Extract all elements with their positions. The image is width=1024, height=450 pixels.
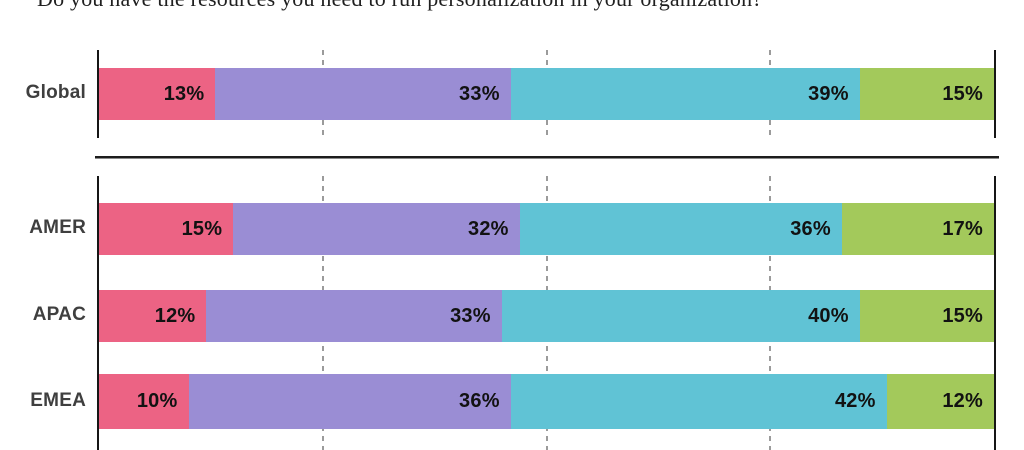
chart-title: Do you have the resources you need to ru… (37, 0, 1017, 10)
plot-area-regions: 15% 32% 36% 17% 12% 33% 40% 15% 10% 36% 42% 12% (97, 176, 996, 450)
bar-segment-green: 15% (859, 68, 994, 120)
bar-segment-pink: 10% (99, 374, 189, 429)
bar-segment-purple: 36% (188, 374, 511, 429)
plot-area-global: 13% 33% 39% 15% (97, 50, 996, 138)
segment-value-label: 13% (163, 82, 205, 105)
segment-value-label: 36% (790, 217, 831, 240)
bar-segment-teal: 39% (510, 68, 860, 120)
bar-segment-purple: 32% (233, 203, 520, 255)
section-divider (95, 156, 999, 159)
row-label-amer: AMER (29, 217, 86, 238)
segment-value-label: 15% (942, 82, 983, 105)
bar-segment-teal: 36% (519, 203, 842, 255)
segment-value-label: 12% (154, 304, 196, 327)
bar-segment-pink: 12% (99, 290, 207, 342)
bar-segment-purple: 33% (215, 68, 511, 120)
bar-segment-pink: 13% (99, 68, 216, 120)
segment-value-label: 42% (834, 390, 876, 412)
segment-value-label: 17% (942, 217, 983, 240)
stacked-bar-amer: 15% 32% 36% 17% (99, 203, 994, 255)
segment-value-label: 36% (459, 390, 500, 412)
row-label-global: Global (25, 82, 86, 103)
row-label-apac: APAC (32, 304, 86, 325)
bar-segment-green: 15% (859, 290, 994, 342)
bar-segment-pink: 15% (99, 203, 234, 255)
segment-value-label: 15% (181, 217, 223, 240)
segment-value-label: 39% (808, 82, 849, 105)
bar-segment-green: 17% (841, 203, 994, 255)
row-label-emea: EMEA (30, 390, 86, 411)
bar-segment-teal: 42% (510, 374, 887, 429)
segment-value-label: 32% (468, 217, 509, 240)
bar-segment-teal: 40% (501, 290, 860, 342)
stacked-bar-apac: 12% 33% 40% 15% (99, 290, 994, 342)
segment-value-label: 33% (459, 82, 500, 105)
bar-segment-purple: 33% (206, 290, 502, 342)
stacked-bar-emea: 10% 36% 42% 12% (99, 374, 994, 429)
segment-value-label: 10% (136, 390, 178, 412)
segment-value-label: 15% (942, 304, 983, 327)
segment-value-label: 33% (450, 304, 491, 327)
bar-segment-green: 12% (886, 374, 994, 429)
segment-value-label: 12% (942, 390, 983, 412)
segment-value-label: 40% (808, 304, 849, 327)
stacked-bar-global: 13% 33% 39% 15% (99, 68, 994, 120)
